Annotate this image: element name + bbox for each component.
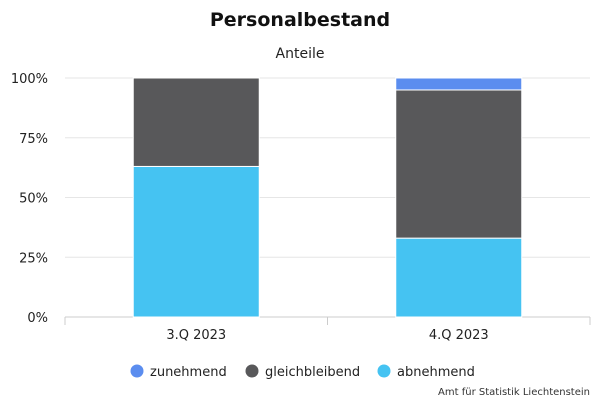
legend: zunehmend gleichbleibend abnehmend	[130, 364, 475, 381]
bar-gleichbleibend-1[interactable]	[395, 89, 523, 239]
legend-item-gleichbleibend[interactable]: gleichbleibend	[245, 364, 361, 381]
legend-item-abnehmend[interactable]: abnehmend	[377, 364, 475, 381]
legend-marker	[377, 364, 391, 378]
y-tick-label: 50%	[19, 192, 48, 207]
bar-abnehmend-1[interactable]	[395, 237, 523, 318]
y-tick-label: 25%	[19, 251, 48, 266]
legend-label: zunehmend	[150, 365, 227, 380]
y-tick-label: 75%	[19, 132, 48, 147]
chart-subtitle: Anteile	[276, 46, 325, 62]
legend-label: abnehmend	[397, 365, 475, 380]
y-tick-label: 0%	[27, 311, 48, 326]
y-tick-label: 100%	[11, 72, 48, 87]
bar-gleichbleibend-0[interactable]	[132, 77, 260, 167]
x-category-label: 3.Q 2023	[166, 328, 226, 343]
legend-marker	[130, 364, 144, 378]
legend-item-zunehmend[interactable]: zunehmend	[130, 364, 227, 381]
x-category-label: 4.Q 2023	[429, 328, 489, 343]
legend-label: gleichbleibend	[265, 365, 360, 380]
legend-marker	[245, 364, 259, 378]
bars	[132, 77, 523, 318]
chart-credit[interactable]: Amt für Statistik Liechtenstein	[438, 387, 590, 398]
bar-zunehmend-1[interactable]	[395, 77, 523, 91]
axes: 0% 25% 50% 75% 100% 3.Q 2023 4.Q 2023	[11, 72, 591, 343]
bar-abnehmend-0[interactable]	[132, 165, 260, 318]
chart-title: Personalbestand	[210, 9, 390, 31]
